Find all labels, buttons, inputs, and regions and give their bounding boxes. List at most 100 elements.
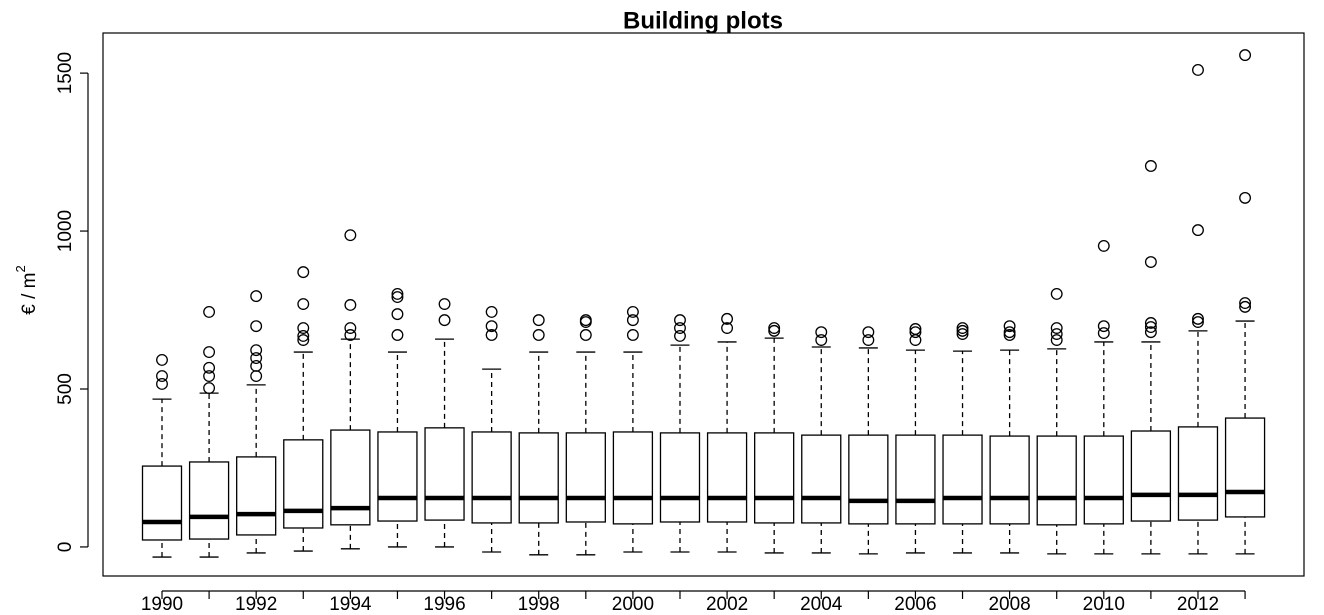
outlier: [1097, 320, 1110, 333]
y-tick-label: 0: [55, 542, 76, 553]
outlier: [721, 312, 734, 325]
x-tick-label: 1992: [235, 594, 277, 615]
outlier: [203, 361, 216, 374]
outlier: [1050, 322, 1063, 334]
x-tick-label: 1996: [423, 594, 465, 615]
outlier: [203, 370, 216, 382]
box: [1083, 435, 1124, 525]
outlier: [579, 329, 592, 341]
y-axis-label-sup: 2: [13, 265, 28, 272]
outlier: [1192, 64, 1204, 76]
outlier: [1144, 326, 1157, 339]
box: [989, 435, 1030, 525]
outlier: [1144, 256, 1157, 268]
outlier: [1050, 287, 1063, 300]
outlier: [344, 322, 357, 334]
outlier: [156, 370, 168, 382]
outlier: [250, 359, 263, 372]
outlier: [438, 298, 451, 310]
outlier: [626, 329, 639, 341]
outlier: [438, 314, 451, 327]
outlier: [203, 382, 216, 395]
outlier: [768, 324, 781, 337]
outlier: [297, 334, 310, 346]
outlier: [203, 305, 216, 318]
outlier: [1239, 297, 1252, 310]
x-tick-label: 2004: [800, 594, 843, 615]
box: [801, 434, 842, 524]
outlier: [579, 316, 592, 328]
y-tick-label: 1000: [55, 210, 76, 252]
outlier: [1144, 321, 1157, 334]
box: [471, 431, 512, 524]
outlier: [626, 305, 639, 318]
outlier: [297, 298, 310, 310]
outlier: [815, 334, 828, 346]
x-tick-label: 2012: [1177, 594, 1219, 615]
outlier: [156, 377, 168, 390]
outlier: [674, 314, 686, 327]
x-tick-label: 1994: [329, 594, 372, 615]
outlier: [909, 326, 922, 339]
outlier: [1050, 334, 1063, 346]
outlier: [391, 291, 404, 304]
outlier: [250, 370, 263, 382]
outlier: [1192, 316, 1204, 328]
box: [612, 431, 654, 525]
outlier: [250, 352, 263, 364]
outlier: [956, 322, 969, 334]
outlier: [1239, 191, 1252, 204]
outlier: [344, 299, 357, 311]
box: [424, 427, 465, 521]
outlier: [1144, 160, 1157, 172]
outlier: [391, 308, 404, 321]
outlier: [250, 344, 263, 357]
box: [236, 456, 277, 536]
outlier: [1239, 300, 1252, 313]
outlier: [344, 229, 357, 242]
outlier: [1003, 329, 1016, 341]
outlier: [862, 334, 875, 346]
outlier: [862, 326, 875, 339]
plot-frame: [102, 32, 1305, 577]
outlier: [250, 290, 263, 303]
outlier: [815, 326, 828, 339]
outlier: [250, 320, 263, 333]
box: [565, 432, 606, 523]
box: [330, 429, 371, 526]
box: [188, 461, 230, 540]
outlier: [1239, 49, 1252, 62]
box: [1177, 426, 1219, 521]
chart-title: Building plots: [623, 7, 783, 34]
x-tick-label: 2010: [1083, 594, 1125, 615]
outlier: [391, 287, 404, 300]
outlier: [626, 314, 639, 327]
y-tick-label: 1500: [55, 52, 76, 94]
outlier: [768, 322, 781, 334]
outlier: [674, 329, 686, 342]
box: [283, 439, 324, 529]
outlier: [485, 305, 498, 318]
box: [659, 432, 701, 523]
outlier: [532, 329, 545, 341]
box: [706, 432, 748, 523]
outlier: [956, 324, 969, 337]
outlier: [391, 329, 404, 341]
x-tick-label: 1990: [141, 594, 183, 615]
box: [1036, 435, 1077, 526]
box: [942, 434, 983, 525]
outlier: [1097, 327, 1110, 340]
box: [848, 434, 889, 525]
outlier: [1192, 224, 1204, 237]
box: [754, 432, 795, 524]
outlier: [956, 328, 969, 340]
outlier: [1192, 312, 1204, 325]
outlier: [1003, 320, 1016, 333]
box: [895, 434, 936, 525]
outlier: [1050, 328, 1063, 340]
outlier: [297, 266, 310, 279]
x-tick-label: 2008: [988, 594, 1030, 615]
outlier: [203, 346, 216, 358]
outlier: [156, 353, 168, 366]
box: [377, 431, 418, 522]
